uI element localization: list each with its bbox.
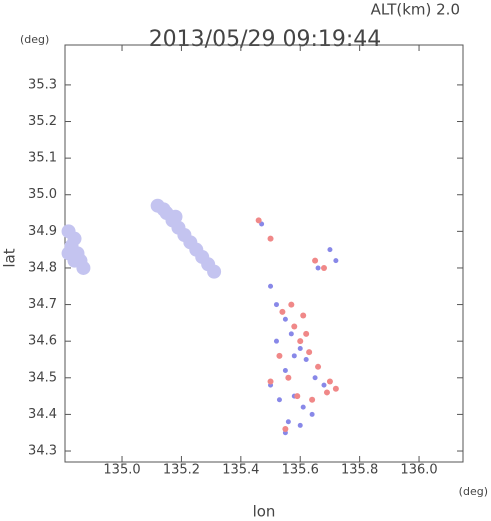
- echo-point: [327, 247, 333, 253]
- echo-point: [321, 382, 327, 388]
- echo-point: [282, 367, 288, 373]
- y-tick-label: 34.9: [28, 224, 57, 239]
- echo-point: [61, 246, 76, 261]
- echo-point: [168, 209, 183, 224]
- x-tick-label: 135.6: [282, 463, 319, 478]
- echo-point: [315, 363, 322, 370]
- echo-point: [309, 396, 316, 403]
- echo-point: [332, 385, 339, 392]
- echo-point: [276, 352, 283, 359]
- x-axis-label: lon: [253, 503, 276, 521]
- y-tick-label: 35.1: [28, 151, 57, 166]
- x-unit: (deg): [459, 485, 488, 498]
- echo-point: [288, 331, 294, 337]
- echo-point: [303, 356, 309, 362]
- x-tick-label: 135.4: [222, 463, 259, 478]
- echo-point: [267, 378, 274, 385]
- echo-point: [326, 378, 333, 385]
- x-tick-label: 135.2: [163, 463, 200, 478]
- chart-title: 2013/05/29 09:19:44: [149, 27, 382, 52]
- echo-point: [276, 397, 282, 403]
- x-tick-label: 135.8: [341, 463, 378, 478]
- echo-point: [273, 302, 279, 308]
- y-tick-label: 34.6: [28, 334, 57, 349]
- echo-point: [285, 419, 291, 425]
- echo-point: [285, 374, 292, 381]
- echo-point: [315, 265, 321, 271]
- x-tick-label: 136.0: [400, 463, 437, 478]
- echo-point: [288, 301, 295, 308]
- x-tick-label: 135.0: [103, 463, 140, 478]
- echo-point: [300, 312, 307, 319]
- echo-point: [303, 330, 310, 337]
- echo-point: [306, 349, 313, 356]
- echo-point: [255, 217, 262, 224]
- echo-point: [279, 308, 286, 315]
- echo-point: [291, 353, 297, 359]
- echo-point: [333, 258, 339, 264]
- echo-point: [297, 422, 303, 428]
- y-tick-label: 35.3: [28, 77, 57, 92]
- echo-point: [323, 389, 330, 396]
- echo-point: [309, 411, 315, 417]
- plot-frame: [64, 44, 464, 463]
- echo-point: [267, 235, 274, 242]
- echo-point: [273, 338, 279, 344]
- y-axis-label: lat: [1, 248, 19, 267]
- echo-point: [320, 264, 327, 271]
- y-tick-label: 34.7: [28, 297, 57, 312]
- y-tick-label: 34.4: [28, 407, 57, 422]
- y-tick-label: 34.3: [28, 444, 57, 459]
- echo-point: [282, 316, 288, 322]
- echo-point: [294, 393, 301, 400]
- y-tick-label: 34.5: [28, 370, 57, 385]
- y-tick-label: 34.8: [28, 260, 57, 275]
- y-tick-label: 35.0: [28, 187, 57, 202]
- echo-point: [312, 375, 318, 381]
- echo-point: [297, 346, 303, 352]
- altitude-label: ALT(km) 2.0: [371, 1, 460, 19]
- y-unit: (deg): [20, 33, 49, 46]
- echo-point: [282, 426, 289, 433]
- echo-point: [268, 283, 274, 289]
- y-tick-label: 35.2: [28, 114, 57, 129]
- echo-point: [297, 338, 304, 345]
- echo-point: [300, 404, 306, 410]
- echo-point: [291, 323, 298, 330]
- echo-point: [312, 257, 319, 264]
- echo-point: [207, 264, 222, 279]
